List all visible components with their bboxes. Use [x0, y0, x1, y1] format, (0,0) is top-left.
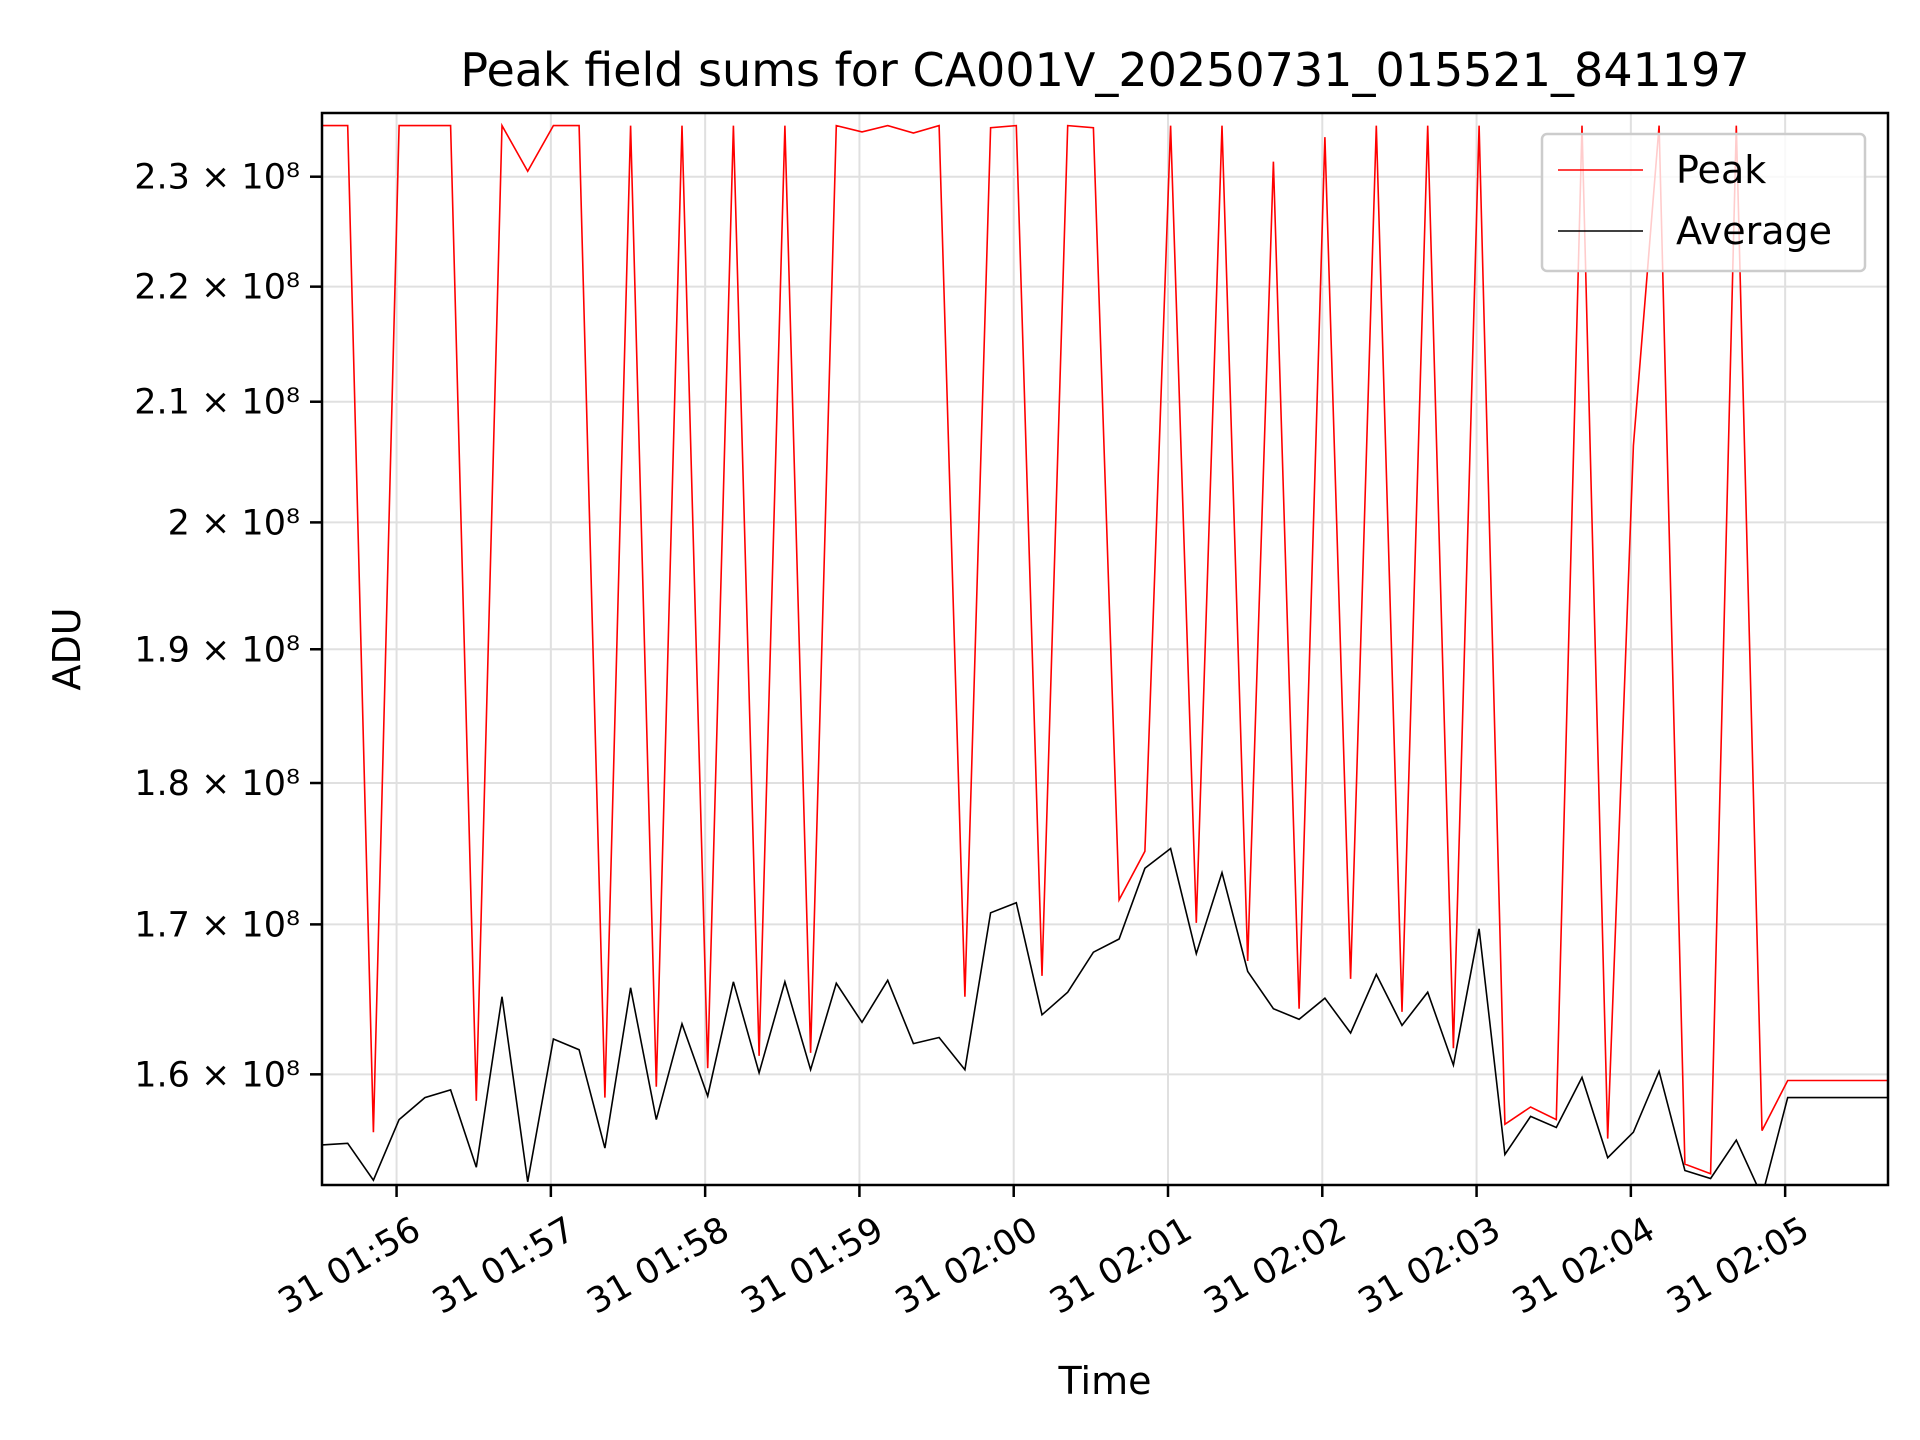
y-tick-label-3: 1.9 × 10⁸ — [134, 630, 300, 670]
y-tick-label-6: 2.2 × 10⁸ — [134, 268, 300, 308]
series-line-peak — [322, 122, 1888, 1175]
series-layer — [322, 122, 1888, 1185]
legend-label-peak: Peak — [1676, 148, 1766, 192]
chart-title: Peak field sums for CA001V_20250731_0155… — [460, 43, 1749, 97]
x-tick-label-3: 31 01:59 — [735, 1210, 891, 1323]
x-tick-label-7: 31 02:03 — [1352, 1210, 1508, 1323]
grid-lines — [322, 113, 1888, 1185]
x-tick-label-0: 31 01:56 — [272, 1210, 428, 1323]
legend-label-average: Average — [1676, 209, 1832, 253]
y-tick-label-4: 2 × 10⁸ — [168, 503, 300, 543]
x-tick-label-9: 31 02:05 — [1660, 1210, 1816, 1323]
x-tick-label-8: 31 02:04 — [1506, 1210, 1662, 1323]
y-tick-label-0: 1.6 × 10⁸ — [134, 1055, 300, 1095]
x-axis-label: Time — [1058, 1359, 1152, 1403]
legend-box — [1540, 132, 1867, 273]
y-tick-label-7: 2.3 × 10⁸ — [134, 158, 300, 198]
y-tick-label-5: 2.1 × 10⁸ — [134, 383, 300, 423]
y-tick-label-1: 1.7 × 10⁸ — [134, 905, 300, 945]
legend: Peak Average — [1540, 132, 1867, 273]
y-axis: 1.6 × 10⁸ 1.7 × 10⁸ 1.8 × 10⁸ 1.9 × 10⁸ 2 × … — [134, 158, 322, 1095]
x-tick-label-6: 31 02:02 — [1198, 1210, 1354, 1323]
x-tick-label-2: 31 01:58 — [580, 1210, 736, 1323]
x-tick-label-4: 31 02:00 — [889, 1210, 1045, 1323]
series-line-average — [322, 847, 1888, 1185]
y-tick-label-2: 1.8 × 10⁸ — [134, 764, 300, 804]
x-tick-label-5: 31 02:01 — [1043, 1210, 1199, 1323]
y-axis-label: ADU — [45, 607, 89, 690]
x-tick-label-1: 31 01:57 — [426, 1210, 582, 1323]
